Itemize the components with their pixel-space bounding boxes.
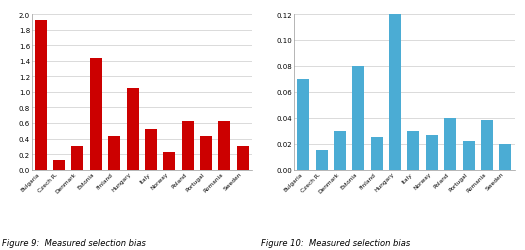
Bar	[145, 130, 157, 170]
Bar	[182, 121, 194, 170]
Bar	[407, 131, 419, 170]
Bar	[108, 137, 120, 170]
Bar	[334, 131, 346, 170]
Bar	[463, 142, 475, 170]
Bar	[200, 137, 212, 170]
Bar	[352, 67, 364, 170]
Text: Figure 10:  Measured selection bias: Figure 10: Measured selection bias	[261, 238, 411, 247]
Bar	[237, 146, 249, 170]
Bar	[481, 121, 493, 170]
Bar	[444, 118, 456, 170]
Bar	[35, 20, 47, 170]
Bar	[163, 152, 175, 170]
Bar	[371, 138, 383, 170]
Bar	[297, 80, 309, 170]
Bar	[71, 146, 83, 170]
Bar	[53, 160, 65, 170]
Bar	[426, 135, 438, 170]
Bar	[389, 15, 401, 170]
Bar	[90, 59, 102, 170]
Text: Figure 9:  Measured selection bias: Figure 9: Measured selection bias	[2, 238, 145, 247]
Bar	[316, 150, 328, 170]
Bar	[127, 89, 139, 170]
Bar	[218, 121, 230, 170]
Bar	[499, 144, 511, 170]
